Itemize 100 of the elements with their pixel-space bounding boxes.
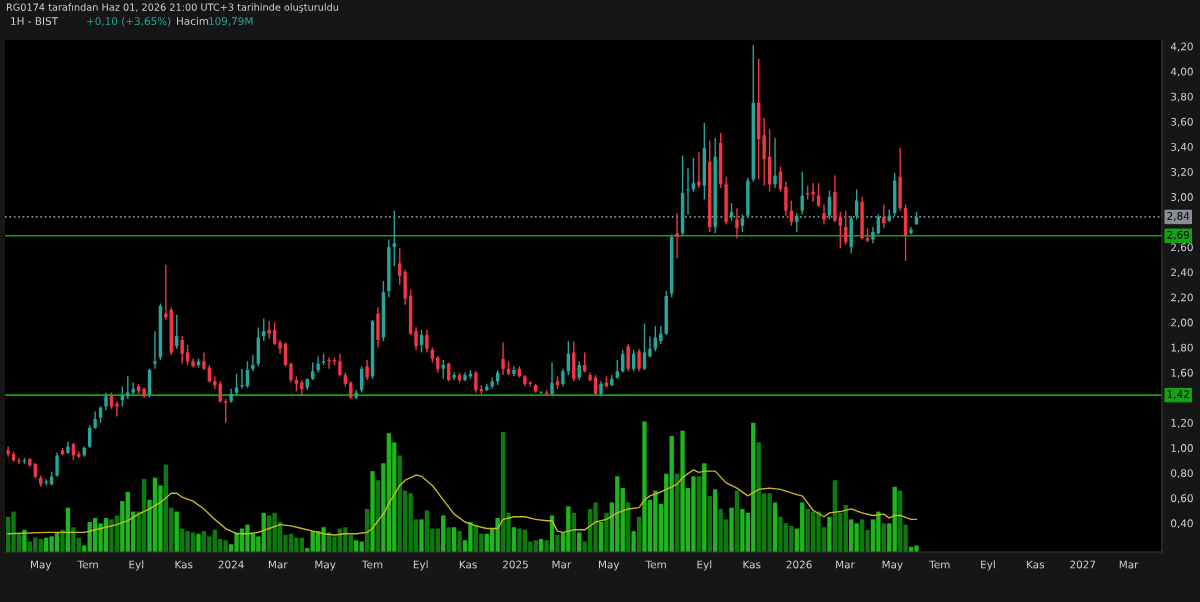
- bar: [457, 531, 462, 552]
- candlestick: [316, 355, 320, 374]
- x-tick-label: Kas: [1027, 560, 1045, 569]
- candlestick: [267, 320, 271, 340]
- x-tick-label: Kas: [175, 560, 193, 569]
- bar: [555, 535, 560, 552]
- candlestick: [659, 325, 663, 345]
- x-tick-label: Eyl: [697, 560, 712, 571]
- text: 109,79M: [209, 17, 253, 27]
- candlestick: [615, 359, 620, 380]
- candlestick: [501, 341, 505, 376]
- candlestick: [838, 211, 843, 250]
- candlestick: [223, 398, 228, 424]
- x-tick-label: Mar: [836, 560, 855, 569]
- candlestick: [392, 209, 396, 267]
- bar: [881, 523, 886, 552]
- candlestick: [577, 360, 581, 381]
- candlestick: [180, 335, 184, 365]
- x-tick-label: 2024: [218, 560, 244, 569]
- candlestick: [425, 329, 429, 354]
- y-tick-label: 3,40: [1171, 142, 1193, 152]
- bar: [696, 476, 702, 552]
- candlestick: [240, 368, 244, 390]
- candlestick: [153, 330, 157, 370]
- x-tick-label: 2026: [786, 560, 812, 569]
- x-tick-label: Mar: [552, 560, 572, 569]
- x-tick-label: Eyl: [413, 560, 428, 571]
- candlestick: [648, 335, 652, 359]
- bar: [22, 529, 27, 552]
- candlestick: [550, 361, 554, 396]
- ref-line-label: 2,69: [1167, 230, 1190, 240]
- candlestick: [882, 203, 886, 229]
- candlestick: [289, 361, 293, 384]
- x-tick-label: May: [882, 560, 903, 571]
- x-tick-label: Eyl: [129, 560, 144, 571]
- candlestick: [822, 203, 826, 226]
- bar: [631, 531, 636, 552]
- y-tick-label: 3,60: [1171, 117, 1193, 127]
- y-tick-label: 1,00: [1171, 444, 1193, 454]
- bar: [887, 523, 892, 552]
- x-tick-label: May: [315, 560, 336, 571]
- candlestick: [795, 212, 799, 233]
- candlestick: [474, 370, 478, 394]
- x-tick-label: 2025: [503, 560, 528, 569]
- y-tick-label: 4,00: [1170, 67, 1193, 77]
- bar: [544, 540, 549, 552]
- candlestick: [686, 167, 690, 216]
- bar: [370, 471, 375, 552]
- candlestick: [338, 353, 342, 378]
- bar: [196, 533, 201, 552]
- bar: [734, 490, 740, 552]
- x-tick-label: Tem: [361, 560, 383, 569]
- text: RG0174 tarafından Haz 01, 2026 21:00 UTC+3 tarihinde oluşturuldu: [6, 3, 339, 13]
- candlestick: [642, 322, 647, 371]
- bar: [707, 495, 712, 552]
- candlestick: [675, 212, 679, 260]
- y-tick-label: 1,20: [1171, 418, 1193, 428]
- bar: [60, 529, 65, 552]
- x-tick-label: May: [599, 560, 620, 571]
- y-tick-label: 2,20: [1171, 293, 1193, 303]
- text: Hacim: [177, 16, 209, 26]
- y-tick-label: 0,80: [1171, 469, 1193, 479]
- y-tick-label: 3,80: [1171, 92, 1193, 102]
- candlestick: [697, 150, 701, 189]
- candlestick: [539, 390, 543, 395]
- y-tick-label: 2,00: [1171, 318, 1193, 328]
- ref-line-label: 1,42: [1167, 390, 1189, 400]
- y-tick-label: 1,60: [1171, 368, 1193, 378]
- candlestick: [784, 181, 788, 217]
- text: +0,10 (+3,65%): [87, 16, 171, 27]
- bar: [827, 516, 832, 552]
- y-tick-label: 1,80: [1171, 343, 1193, 353]
- candlestick: [626, 342, 630, 372]
- x-tick-label: Kas: [459, 560, 477, 569]
- bar: [713, 489, 718, 552]
- candlestick: [441, 359, 445, 380]
- candlestick: [762, 117, 766, 187]
- ref-line-label: 2,84: [1167, 212, 1190, 222]
- candlestick: [365, 359, 369, 381]
- candlestick: [251, 354, 255, 372]
- x-tick-label: Tem: [77, 560, 98, 569]
- y-tick-label: 2,40: [1171, 268, 1193, 278]
- candlestick: [773, 137, 777, 189]
- x-tick-label: Mar: [268, 560, 288, 569]
- candlestick: [327, 356, 331, 370]
- x-tick-label: Mar: [1119, 560, 1139, 569]
- x-tick-label: May: [31, 560, 52, 571]
- x-tick-label: Tem: [929, 560, 950, 569]
- candlestick: [637, 348, 641, 372]
- x-tick-label: 2027: [1070, 560, 1096, 569]
- bar: [702, 463, 707, 552]
- candlestick: [414, 326, 418, 351]
- x-tick-label: Eyl: [981, 560, 995, 571]
- bar: [604, 512, 609, 552]
- candlestick: [55, 452, 59, 478]
- y-tick-label: 2,60: [1171, 243, 1193, 253]
- candlestick: [653, 325, 658, 352]
- candlestick: [735, 207, 739, 239]
- candlestick: [164, 263, 168, 321]
- bar: [419, 519, 424, 552]
